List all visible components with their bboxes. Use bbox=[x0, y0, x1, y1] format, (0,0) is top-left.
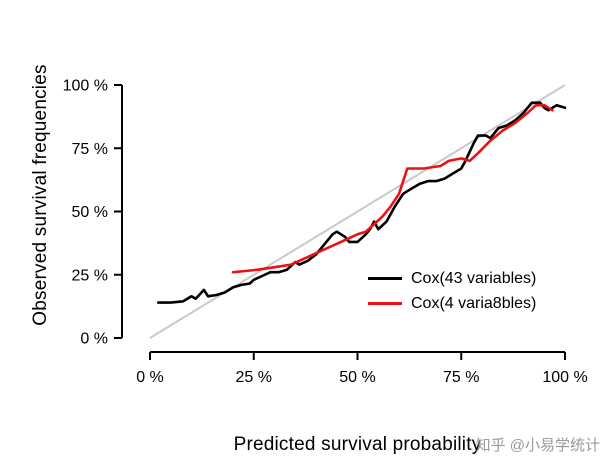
series-line-0 bbox=[157, 101, 567, 304]
series-line-1 bbox=[231, 103, 554, 274]
x-axis-title: Predicted survival probability bbox=[233, 434, 482, 455]
x-tick-label: 0 % bbox=[136, 369, 164, 386]
x-tick-label: 25 % bbox=[236, 369, 272, 386]
legend-item-cox-4-variables: Cox(4 varia8bles) bbox=[368, 291, 536, 316]
x-tick-label: 50 % bbox=[339, 369, 375, 386]
red-line-swatch-icon bbox=[368, 302, 402, 305]
reference-line-layer bbox=[149, 84, 566, 339]
series-lines-layer bbox=[157, 101, 567, 304]
y-tick-label: 50 % bbox=[72, 204, 108, 221]
y-tick-label: 25 % bbox=[72, 267, 108, 284]
y-tick-label: 100 % bbox=[63, 78, 108, 95]
x-tick-label: 75 % bbox=[443, 369, 479, 386]
legend-label-cox-43-variables: Cox(43 variables) bbox=[411, 269, 537, 287]
reference-diagonal-line bbox=[149, 84, 566, 339]
legend-label-cox-4-variables: Cox(4 varia8bles) bbox=[411, 294, 537, 312]
axes-layer: 0 % 25 % 50 % 75 % 100 % 0 % 25 % 50 % 75 % 100 % bbox=[63, 78, 588, 387]
y-axis-title: Observed survival frequencies bbox=[30, 64, 51, 326]
legend-item-cox-43-variables: Cox(43 variables) bbox=[368, 266, 536, 291]
y-tick-label: 0 % bbox=[80, 331, 108, 348]
legend: Cox(43 variables) Cox(4 varia8bles) bbox=[368, 266, 536, 316]
zhihu-watermark: 知乎 @小易学统计 bbox=[475, 437, 600, 454]
black-line-swatch-icon bbox=[368, 277, 402, 280]
x-tick-label: 100 % bbox=[542, 369, 587, 386]
y-tick-label: 75 % bbox=[72, 141, 108, 158]
